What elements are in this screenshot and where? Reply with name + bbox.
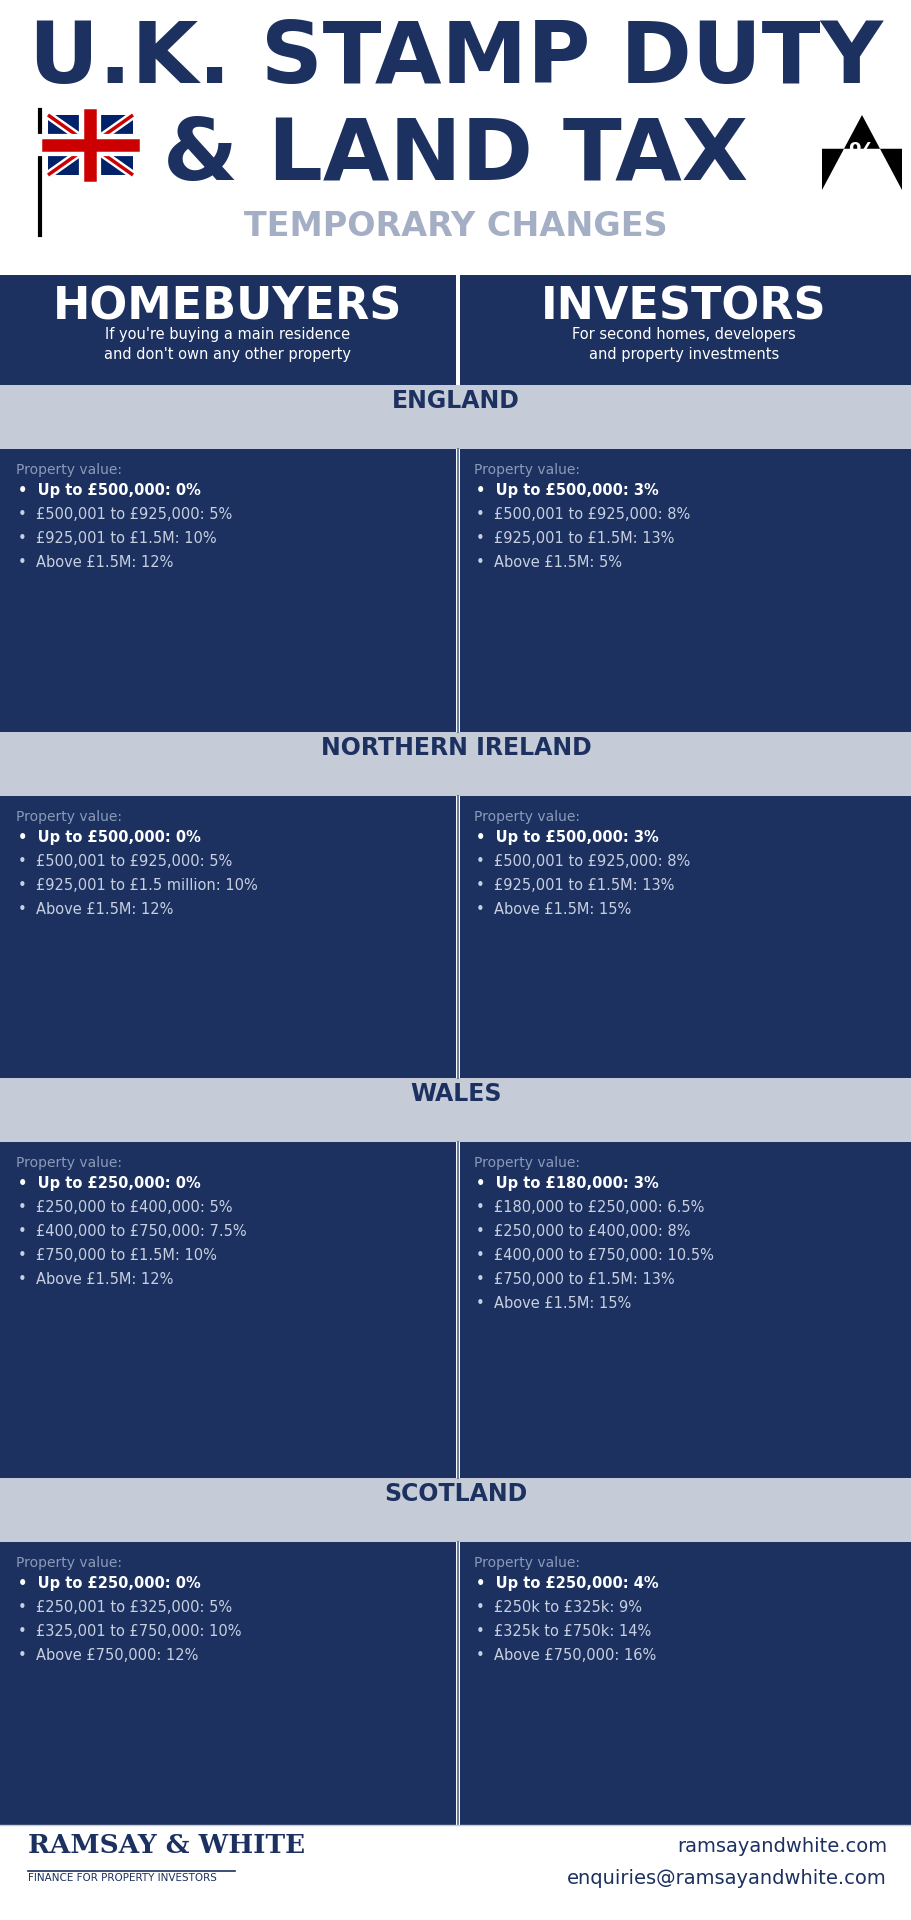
Text: RAMSAY & WHITE: RAMSAY & WHITE bbox=[28, 1834, 305, 1859]
Text: •  Above £750,000: 16%: • Above £750,000: 16% bbox=[476, 1649, 656, 1663]
Text: Property value:: Property value: bbox=[16, 1156, 122, 1171]
Text: Property value:: Property value: bbox=[16, 463, 122, 478]
Text: •  Up to £250,000: 0%: • Up to £250,000: 0% bbox=[18, 1177, 200, 1192]
Text: •  £925,001 to £1.5M: 13%: • £925,001 to £1.5M: 13% bbox=[476, 877, 673, 893]
Text: •  £325,001 to £750,000: 10%: • £325,001 to £750,000: 10% bbox=[18, 1624, 241, 1640]
Text: Property value:: Property value: bbox=[474, 1557, 579, 1571]
Text: •  Above £1.5M: 15%: • Above £1.5M: 15% bbox=[476, 1296, 630, 1311]
Bar bbox=[0, 1079, 911, 1142]
Text: HOMEBUYERS: HOMEBUYERS bbox=[53, 284, 403, 328]
Text: •  Above £1.5M: 12%: • Above £1.5M: 12% bbox=[18, 902, 173, 916]
Bar bbox=[459, 275, 911, 386]
Text: •  £180,000 to £250,000: 6.5%: • £180,000 to £250,000: 6.5% bbox=[476, 1200, 703, 1215]
Text: R: R bbox=[855, 169, 868, 186]
Text: INVESTORS: INVESTORS bbox=[540, 284, 826, 328]
Text: •  £750,000 to £1.5M: 13%: • £750,000 to £1.5M: 13% bbox=[476, 1273, 674, 1288]
Text: NORTHERN IRELAND: NORTHERN IRELAND bbox=[321, 735, 590, 760]
Text: U.K. STAMP DUTY: U.K. STAMP DUTY bbox=[29, 17, 882, 102]
Text: Property value:: Property value: bbox=[16, 810, 122, 824]
Text: •  Up to £180,000: 3%: • Up to £180,000: 3% bbox=[476, 1177, 658, 1192]
Text: ENGLAND: ENGLAND bbox=[392, 390, 519, 413]
Text: Property value:: Property value: bbox=[474, 1156, 579, 1171]
Bar bbox=[0, 0, 911, 275]
Bar bbox=[0, 1542, 456, 1826]
Text: •  £500,001 to £925,000: 8%: • £500,001 to £925,000: 8% bbox=[476, 507, 690, 522]
Text: TEMPORARY CHANGES: TEMPORARY CHANGES bbox=[244, 209, 667, 244]
Text: •  Above £1.5M: 12%: • Above £1.5M: 12% bbox=[18, 555, 173, 570]
Text: %: % bbox=[847, 142, 875, 169]
Bar bbox=[48, 115, 133, 175]
Text: •  Up to £500,000: 3%: • Up to £500,000: 3% bbox=[476, 829, 658, 845]
Text: If you're buying a main residence
and don't own any other property: If you're buying a main residence and do… bbox=[105, 326, 351, 363]
Text: •  Above £750,000: 12%: • Above £750,000: 12% bbox=[18, 1649, 199, 1663]
Text: WALES: WALES bbox=[410, 1083, 501, 1106]
Text: FINANCE FOR PROPERTY INVESTORS: FINANCE FOR PROPERTY INVESTORS bbox=[28, 1874, 217, 1884]
Text: ramsayandwhite.com: ramsayandwhite.com bbox=[676, 1837, 886, 1857]
Bar bbox=[0, 1142, 456, 1478]
Bar bbox=[0, 1826, 911, 1920]
Text: •  Above £1.5M: 15%: • Above £1.5M: 15% bbox=[476, 902, 630, 916]
Bar bbox=[0, 732, 911, 795]
Bar bbox=[459, 795, 911, 1079]
Text: •  £400,000 to £750,000: 7.5%: • £400,000 to £750,000: 7.5% bbox=[18, 1225, 246, 1240]
Text: •  £750,000 to £1.5M: 10%: • £750,000 to £1.5M: 10% bbox=[18, 1248, 217, 1263]
Text: •  Above £1.5M: 12%: • Above £1.5M: 12% bbox=[18, 1273, 173, 1288]
Bar bbox=[0, 386, 911, 449]
Text: •  £250,000 to £400,000: 8%: • £250,000 to £400,000: 8% bbox=[476, 1225, 690, 1240]
Text: & LAND TAX: & LAND TAX bbox=[163, 115, 748, 198]
Text: •  £500,001 to £925,000: 5%: • £500,001 to £925,000: 5% bbox=[18, 507, 232, 522]
Text: •  £925,001 to £1.5 million: 10%: • £925,001 to £1.5 million: 10% bbox=[18, 877, 258, 893]
Text: •  £250k to £325k: 9%: • £250k to £325k: 9% bbox=[476, 1601, 641, 1615]
Text: •  Up to £500,000: 3%: • Up to £500,000: 3% bbox=[476, 484, 658, 497]
Text: SCOTLAND: SCOTLAND bbox=[384, 1482, 527, 1507]
Bar bbox=[0, 275, 456, 386]
Text: •  Up to £250,000: 0%: • Up to £250,000: 0% bbox=[18, 1576, 200, 1592]
Text: Property value:: Property value: bbox=[16, 1557, 122, 1571]
Polygon shape bbox=[821, 115, 901, 190]
Text: •  Up to £500,000: 0%: • Up to £500,000: 0% bbox=[18, 829, 200, 845]
Text: •  £250,001 to £325,000: 5%: • £250,001 to £325,000: 5% bbox=[18, 1601, 232, 1615]
Bar bbox=[459, 1542, 911, 1826]
Text: •  £325k to £750k: 14%: • £325k to £750k: 14% bbox=[476, 1624, 650, 1640]
Text: •  Up to £250,000: 4%: • Up to £250,000: 4% bbox=[476, 1576, 658, 1592]
Text: •  Up to £500,000: 0%: • Up to £500,000: 0% bbox=[18, 484, 200, 497]
Text: For second homes, developers
and property investments: For second homes, developers and propert… bbox=[571, 326, 795, 363]
Text: •  £925,001 to £1.5M: 13%: • £925,001 to £1.5M: 13% bbox=[476, 532, 673, 545]
Bar bbox=[459, 449, 911, 732]
Bar bbox=[0, 795, 456, 1079]
Text: •  £400,000 to £750,000: 10.5%: • £400,000 to £750,000: 10.5% bbox=[476, 1248, 713, 1263]
Bar bbox=[0, 449, 456, 732]
Bar bbox=[459, 1142, 911, 1478]
Text: •  £500,001 to £925,000: 8%: • £500,001 to £925,000: 8% bbox=[476, 854, 690, 868]
Text: •  £925,001 to £1.5M: 10%: • £925,001 to £1.5M: 10% bbox=[18, 532, 217, 545]
Text: •  £250,000 to £400,000: 5%: • £250,000 to £400,000: 5% bbox=[18, 1200, 232, 1215]
Text: Property value:: Property value: bbox=[474, 810, 579, 824]
Text: Property value:: Property value: bbox=[474, 463, 579, 478]
Text: •  £500,001 to £925,000: 5%: • £500,001 to £925,000: 5% bbox=[18, 854, 232, 868]
Bar bbox=[0, 1478, 911, 1542]
Text: enquiries@ramsayandwhite.com: enquiries@ramsayandwhite.com bbox=[567, 1868, 886, 1887]
Text: •  Above £1.5M: 5%: • Above £1.5M: 5% bbox=[476, 555, 621, 570]
